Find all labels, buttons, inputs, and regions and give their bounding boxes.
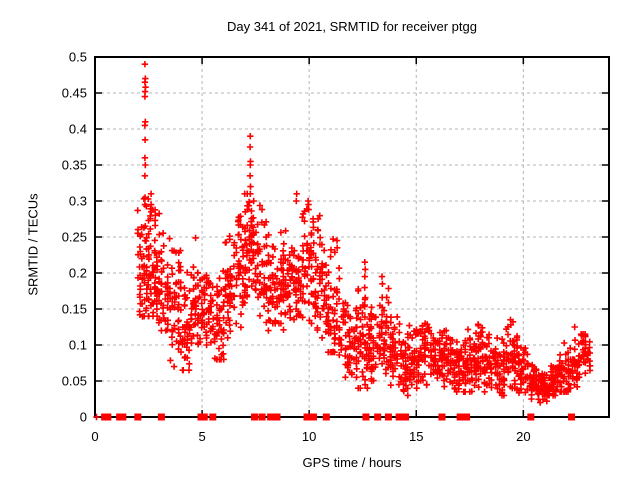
y-tick-label: 0.4 <box>69 122 87 137</box>
zero-value-marker <box>322 413 330 421</box>
zero-value-marker <box>258 413 266 421</box>
x-tick-label: 5 <box>198 429 205 444</box>
y-tick-label: 0.35 <box>62 158 87 173</box>
zero-value-marker <box>438 413 446 421</box>
zero-value-marker <box>362 413 370 421</box>
zero-value-marker <box>104 413 112 421</box>
zero-value-marker <box>384 413 392 421</box>
x-axis-label: GPS time / hours <box>302 455 402 470</box>
y-tick-label: 0 <box>80 410 87 425</box>
y-tick-label: 0.3 <box>69 194 87 209</box>
zero-value-marker <box>209 413 217 421</box>
y-tick-label: 0.1 <box>69 338 87 353</box>
zero-value-marker <box>374 413 382 421</box>
zero-value-marker <box>273 413 281 421</box>
zero-value-marker <box>200 413 208 421</box>
y-tick-label: 0.25 <box>62 230 87 245</box>
y-tick-label: 0.5 <box>69 50 87 65</box>
zero-value-marker <box>251 413 259 421</box>
zero-value-marker <box>267 413 275 421</box>
x-tick-label: 0 <box>91 429 98 444</box>
x-tick-label: 10 <box>302 429 316 444</box>
zero-value-marker <box>134 413 142 421</box>
x-tick-label: 15 <box>409 429 423 444</box>
zero-value-marker <box>157 413 165 421</box>
zero-value-marker <box>568 413 576 421</box>
zero-value-marker <box>119 413 127 421</box>
zero-value-marker <box>463 413 471 421</box>
data-points <box>93 61 594 421</box>
y-tick-label: 0.15 <box>62 302 87 317</box>
zero-value-marker <box>309 413 317 421</box>
y-tick-label: 0.05 <box>62 374 87 389</box>
x-tick-label: 20 <box>516 429 530 444</box>
y-tick-label: 0.2 <box>69 266 87 281</box>
zero-value-marker <box>527 413 535 421</box>
zero-value-marker <box>402 413 410 421</box>
chart-title: Day 341 of 2021, SRMTID for receiver ptg… <box>226 19 477 34</box>
y-tick-label: 0.45 <box>62 86 87 101</box>
